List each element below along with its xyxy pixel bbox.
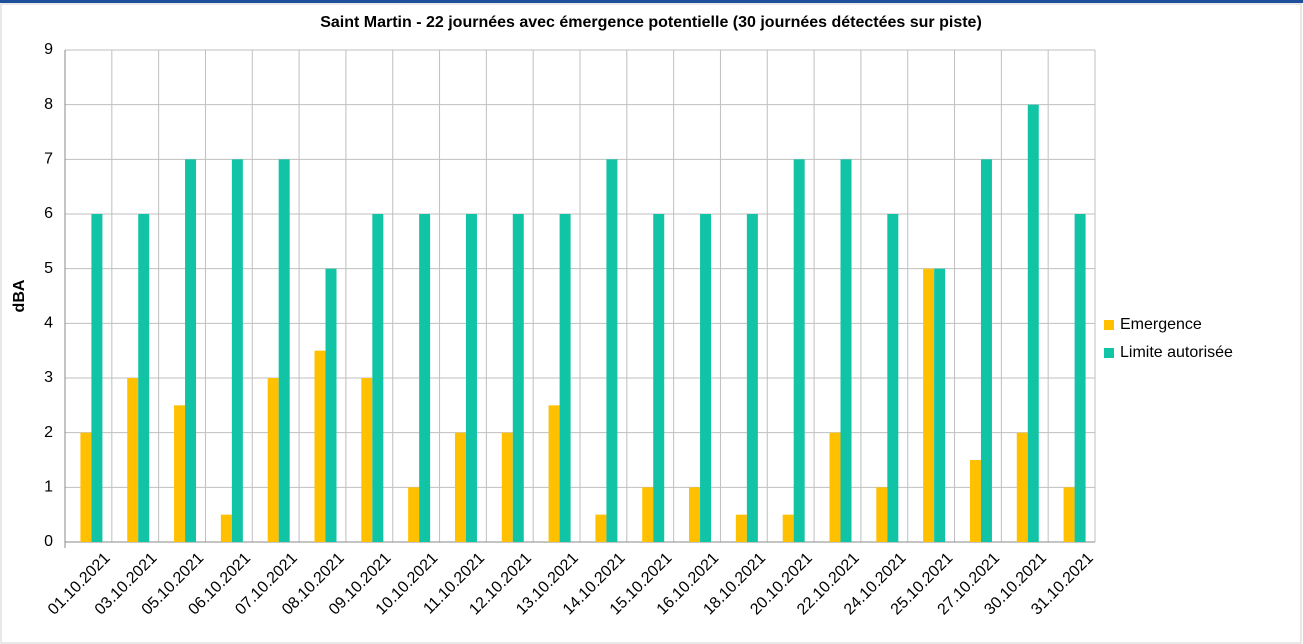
y-tick-label: 4 bbox=[44, 315, 53, 332]
bar bbox=[91, 214, 103, 542]
bar bbox=[465, 214, 477, 542]
bar bbox=[735, 514, 747, 542]
bar bbox=[1016, 432, 1028, 542]
y-tick-label: 5 bbox=[44, 260, 53, 277]
bar bbox=[559, 214, 571, 542]
bar bbox=[548, 405, 560, 542]
y-tick-label: 6 bbox=[44, 205, 53, 222]
bar bbox=[501, 432, 513, 542]
bar bbox=[138, 214, 150, 542]
bar bbox=[700, 214, 712, 542]
bar bbox=[980, 159, 992, 543]
bar bbox=[595, 514, 607, 542]
bar bbox=[793, 159, 805, 543]
bar bbox=[829, 432, 841, 542]
chart-title: Saint Martin - 22 journées avec émergenc… bbox=[320, 14, 982, 31]
bar bbox=[887, 214, 899, 542]
bar bbox=[642, 487, 654, 542]
chart-frame bbox=[0, 3, 1302, 644]
bar bbox=[185, 159, 197, 543]
bar bbox=[267, 378, 279, 542]
bar bbox=[934, 268, 946, 542]
y-tick-label: 0 bbox=[44, 533, 53, 550]
bar bbox=[127, 378, 139, 542]
bar bbox=[1027, 104, 1039, 543]
bar bbox=[80, 432, 92, 542]
bar bbox=[372, 214, 384, 542]
bar bbox=[314, 350, 326, 542]
y-axis-label: dBA bbox=[11, 279, 28, 312]
bar bbox=[876, 487, 888, 542]
bar bbox=[454, 432, 466, 542]
y-tick-label: 2 bbox=[44, 424, 53, 441]
bar bbox=[782, 514, 794, 542]
bar bbox=[361, 378, 373, 542]
bar bbox=[231, 159, 243, 543]
bar bbox=[653, 214, 665, 542]
bar bbox=[174, 405, 186, 542]
bar bbox=[746, 214, 758, 542]
legend-label: Emergence bbox=[1120, 316, 1202, 333]
bar bbox=[689, 487, 701, 542]
bar bbox=[325, 268, 337, 542]
bar bbox=[419, 214, 431, 542]
bar bbox=[1074, 214, 1086, 542]
bar bbox=[923, 268, 935, 542]
y-tick-label: 1 bbox=[44, 479, 53, 496]
bar bbox=[606, 159, 618, 543]
y-tick-label: 9 bbox=[44, 41, 53, 58]
legend-swatch bbox=[1104, 320, 1114, 330]
bar bbox=[969, 460, 981, 542]
y-tick-label: 8 bbox=[44, 96, 53, 113]
bar bbox=[220, 514, 232, 542]
y-tick-label: 3 bbox=[44, 369, 53, 386]
y-tick-label: 7 bbox=[44, 151, 53, 168]
bar bbox=[512, 214, 524, 542]
bar bbox=[840, 159, 852, 543]
legend-label: Limite autorisée bbox=[1120, 344, 1233, 361]
bar bbox=[278, 159, 290, 543]
bar bbox=[1063, 487, 1075, 542]
bar bbox=[408, 487, 420, 542]
legend-swatch bbox=[1104, 348, 1114, 358]
